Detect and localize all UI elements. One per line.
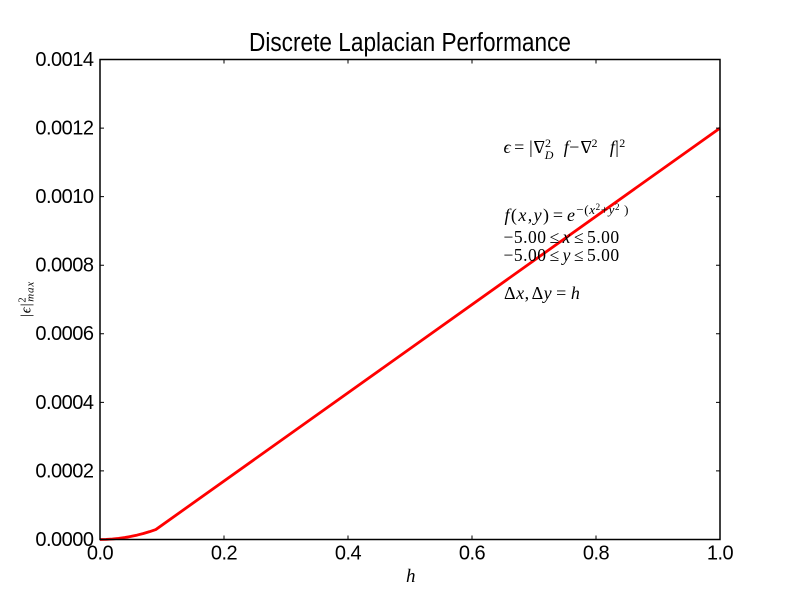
svg-text:Discrete Laplacian Performance: Discrete Laplacian Performance xyxy=(249,29,571,57)
svg-text:0.0: 0.0 xyxy=(87,543,114,565)
svg-text:0.0000: 0.0000 xyxy=(35,529,94,551)
svg-text:0.2: 0.2 xyxy=(211,543,238,565)
svg-text:0.0002: 0.0002 xyxy=(35,460,94,482)
svg-text:0.4: 0.4 xyxy=(335,543,362,565)
svg-text:1.0: 1.0 xyxy=(707,543,734,565)
svg-text:0.8: 0.8 xyxy=(583,543,610,565)
svg-text:0.0010: 0.0010 xyxy=(35,186,94,208)
svg-text:0.0008: 0.0008 xyxy=(35,255,94,277)
svg-text:0.0012: 0.0012 xyxy=(35,118,94,140)
svg-text:0.0006: 0.0006 xyxy=(35,323,94,345)
svg-text:0.0004: 0.0004 xyxy=(35,392,94,414)
svg-text:0.6: 0.6 xyxy=(459,543,486,565)
svg-text:0.0014: 0.0014 xyxy=(35,49,94,71)
